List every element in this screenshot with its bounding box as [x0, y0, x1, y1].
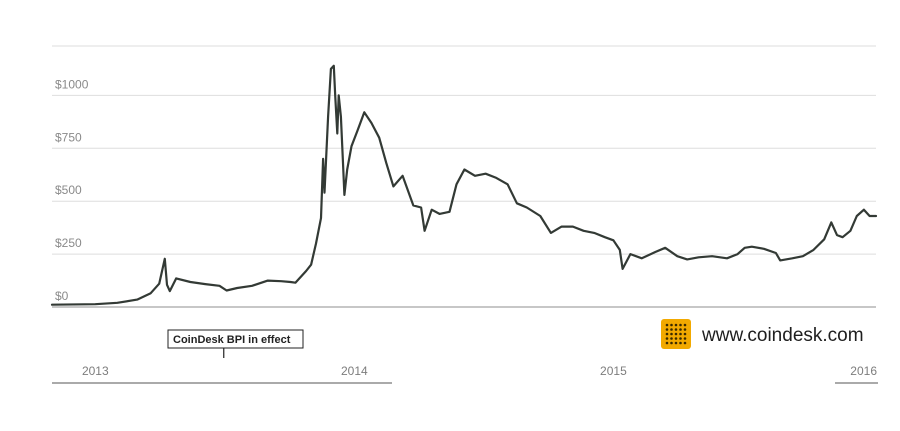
logo-dot: [670, 337, 673, 340]
x-tick-label: 2016: [850, 364, 877, 378]
y-tick-label: $0: [55, 289, 69, 303]
logo-dot: [674, 323, 678, 327]
annotation-box: [167, 329, 304, 349]
logo-dot: [665, 341, 669, 345]
y-axis-labels: $0 $250 $500 $750 $1000: [55, 77, 89, 303]
logo-dot: [674, 332, 678, 336]
x-tick-label: 2015: [600, 364, 627, 378]
logo-dot: [670, 323, 673, 327]
brand-logo: www.coindesk.com: [661, 319, 864, 349]
logo-dot: [683, 337, 687, 340]
logo-dot: [679, 328, 682, 331]
annotation: CoinDesk BPI in effect: [167, 329, 304, 358]
x-axis-labels: 2013 2014 2015 2016: [82, 364, 877, 378]
logo-dot: [683, 323, 687, 327]
brand-url: www.coindesk.com: [701, 325, 864, 346]
logo-dot: [683, 328, 687, 331]
gridlines: [52, 94, 876, 308]
logo-dot: [674, 328, 678, 331]
price-line: [50, 64, 878, 306]
y-tick-label: $750: [55, 130, 82, 144]
logo-dot: [679, 323, 682, 327]
logo-dot: [679, 332, 682, 336]
y-tick-label: $250: [55, 236, 82, 250]
annotation-text: CoinDesk BPI in effect: [173, 334, 291, 346]
logo-dot: [665, 337, 669, 340]
x-tick-label: 2014: [341, 364, 368, 378]
logo-dot: [679, 337, 682, 340]
logo-dot: [674, 337, 678, 340]
logo-dot: [683, 332, 687, 336]
logo-dot: [670, 341, 673, 345]
logo-dot: [683, 341, 687, 345]
y-tick-label: $1000: [55, 77, 89, 91]
logo-dot: [665, 323, 669, 327]
logo-dot-grid: [665, 323, 687, 345]
logo-dot: [670, 332, 673, 336]
logo-dot: [679, 341, 682, 345]
y-tick-label: $500: [55, 183, 82, 197]
logo-dot: [670, 328, 673, 331]
logo-dot: [665, 332, 669, 336]
logo-dot: [665, 328, 669, 331]
x-tick-label: 2013: [82, 364, 109, 378]
logo-dot: [674, 341, 678, 345]
